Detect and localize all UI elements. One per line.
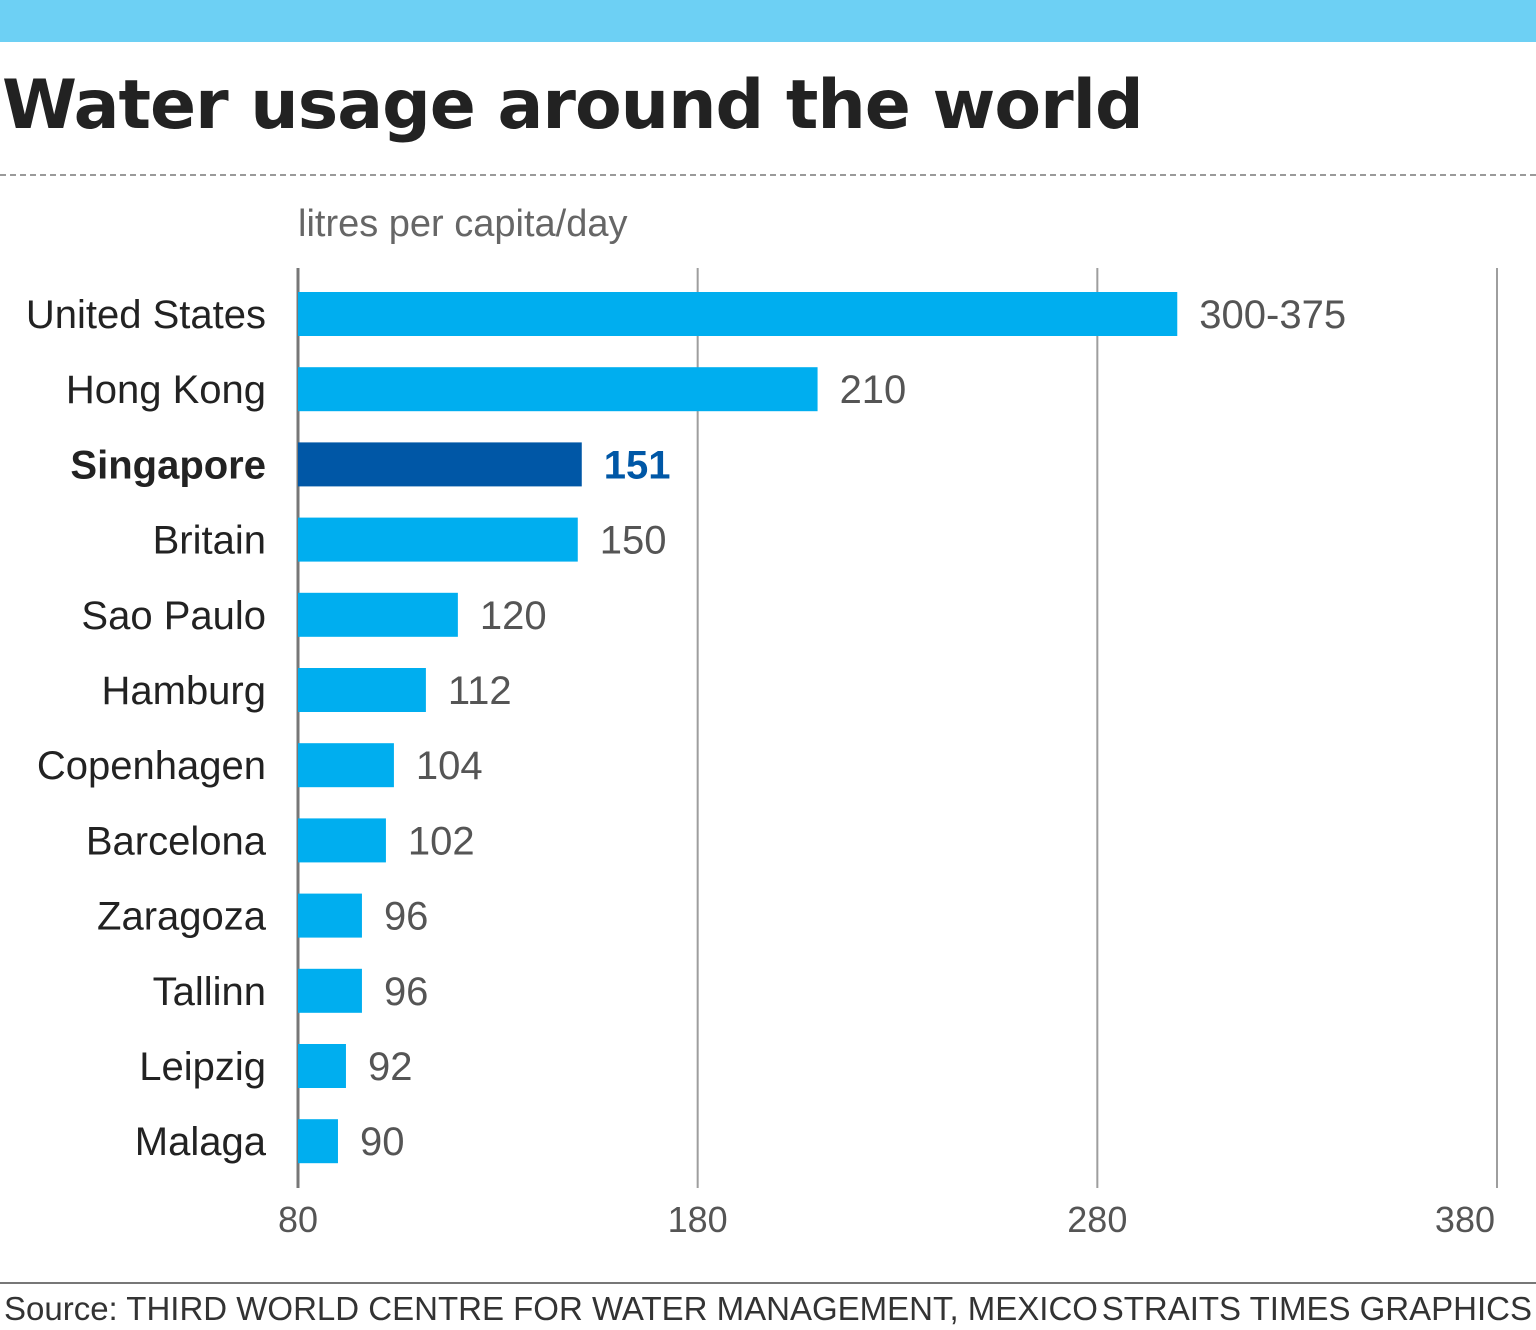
x-tick-label: 80 bbox=[278, 1199, 318, 1240]
source-note: Source: THIRD WORLD CENTRE FOR WATER MAN… bbox=[4, 1290, 1098, 1327]
bar bbox=[298, 743, 394, 788]
category-label: Hong Kong bbox=[66, 368, 266, 412]
bar bbox=[298, 517, 578, 562]
category-label: Sao Paulo bbox=[81, 594, 266, 638]
top-accent-bar bbox=[0, 0, 1536, 42]
value-label: 151 bbox=[604, 443, 671, 487]
value-label: 102 bbox=[408, 819, 475, 863]
value-label: 112 bbox=[448, 669, 512, 713]
bar bbox=[298, 893, 362, 938]
category-label: Copenhagen bbox=[37, 744, 266, 788]
x-tick-label: 280 bbox=[1067, 1199, 1127, 1240]
bar-chart: 80 180 280 380 United States 300-375 Hong Kong… bbox=[26, 268, 1498, 1240]
category-label: Leipzig bbox=[139, 1045, 266, 1089]
bar bbox=[298, 818, 386, 863]
category-label: Malaga bbox=[135, 1120, 267, 1164]
category-label: Tallinn bbox=[153, 970, 266, 1014]
graphics-credit: STRAITS TIMES GRAPHICS bbox=[1101, 1290, 1532, 1327]
bar bbox=[298, 968, 362, 1013]
bar bbox=[298, 1044, 346, 1088]
category-label: United States bbox=[26, 293, 266, 337]
bar bbox=[298, 292, 1178, 336]
value-label: 90 bbox=[360, 1120, 405, 1164]
bar bbox=[298, 592, 458, 637]
value-label: 92 bbox=[368, 1045, 413, 1089]
category-label: Hamburg bbox=[101, 669, 266, 713]
category-label: Barcelona bbox=[86, 819, 267, 863]
value-label: 104 bbox=[416, 744, 483, 788]
footer-divider bbox=[0, 1282, 1536, 1284]
value-label: 96 bbox=[384, 970, 429, 1014]
bar bbox=[298, 367, 818, 412]
value-label: 210 bbox=[840, 368, 907, 412]
category-label: Zaragoza bbox=[97, 895, 267, 939]
value-label: 150 bbox=[600, 519, 667, 563]
category-label: Britain bbox=[153, 519, 266, 563]
unit-label: litres per capita/day bbox=[298, 203, 628, 245]
chart-title: Water usage around the world bbox=[2, 66, 1144, 145]
category-label: Singapore bbox=[70, 443, 266, 487]
value-label: 300-375 bbox=[1199, 293, 1346, 337]
x-tick-label: 180 bbox=[668, 1199, 728, 1240]
bar bbox=[298, 442, 582, 487]
value-label: 120 bbox=[480, 594, 547, 638]
title-divider bbox=[0, 174, 1536, 176]
x-tick-label: 380 bbox=[1435, 1199, 1495, 1240]
bar bbox=[298, 668, 426, 712]
value-label: 96 bbox=[384, 895, 429, 939]
bar bbox=[298, 1119, 338, 1164]
